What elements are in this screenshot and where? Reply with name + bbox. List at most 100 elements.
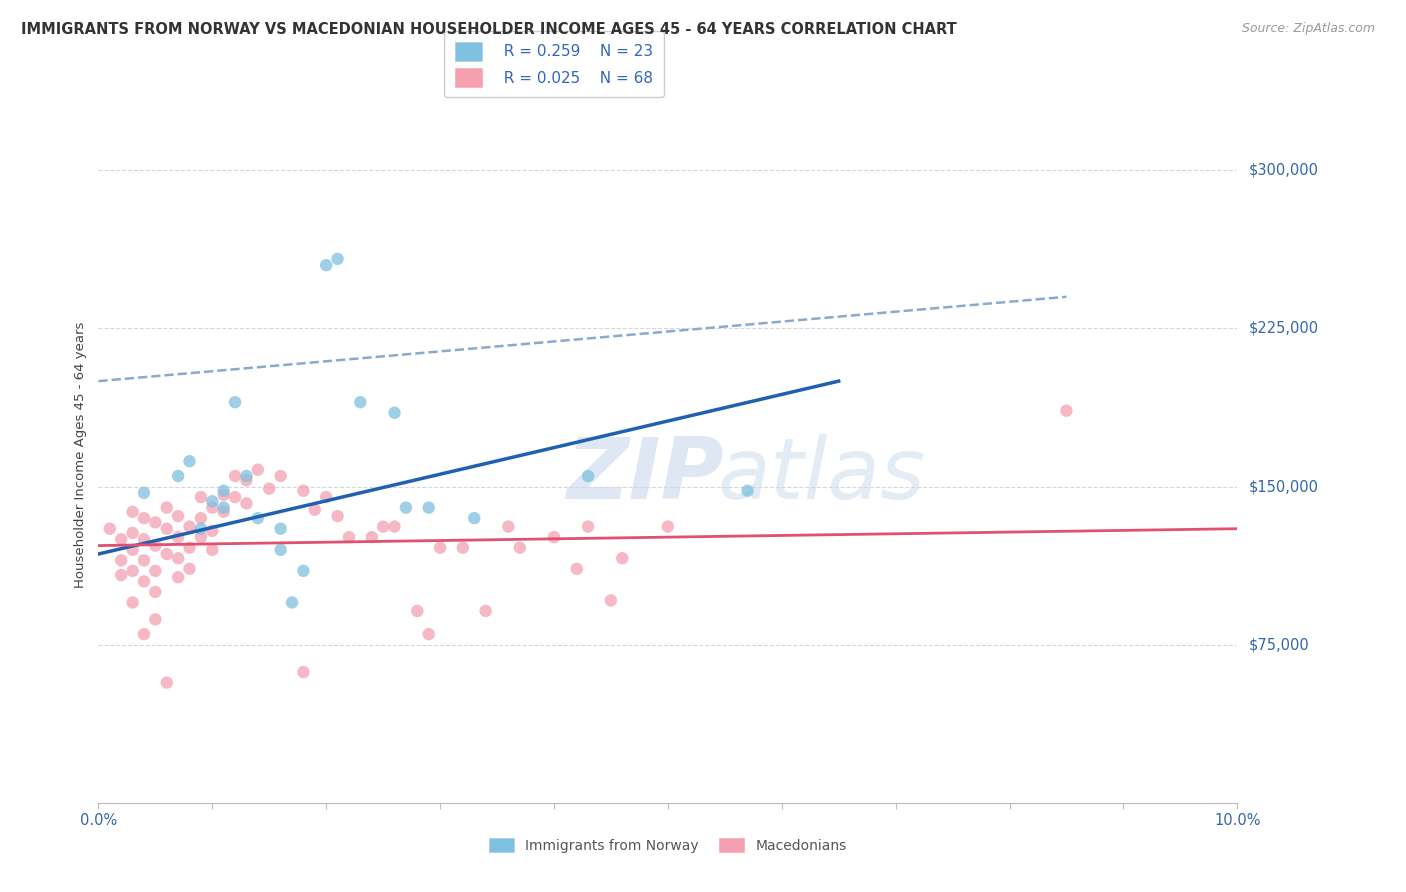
Point: [292, 483, 315, 498]
Y-axis label: Householder Income Ages 45 - 64 years: Householder Income Ages 45 - 64 years: [75, 322, 87, 588]
Point: [349, 395, 371, 409]
Text: $225,000: $225,000: [1249, 321, 1319, 336]
Point: [212, 500, 235, 515]
Point: [132, 574, 155, 589]
Point: [121, 505, 143, 519]
Point: [121, 564, 143, 578]
Point: [145, 585, 167, 599]
Point: [132, 511, 155, 525]
Point: [224, 469, 246, 483]
Point: [224, 490, 246, 504]
Point: [737, 483, 759, 498]
Point: [190, 522, 212, 536]
Point: [212, 488, 235, 502]
Point: [179, 562, 201, 576]
Point: [179, 519, 201, 533]
Point: [156, 675, 179, 690]
Text: IMMIGRANTS FROM NORWAY VS MACEDONIAN HOUSEHOLDER INCOME AGES 45 - 64 YEARS CORRE: IMMIGRANTS FROM NORWAY VS MACEDONIAN HOU…: [21, 22, 957, 37]
Point: [201, 500, 224, 515]
Point: [190, 490, 212, 504]
Point: [612, 551, 634, 566]
Point: [246, 463, 269, 477]
Point: [121, 595, 143, 609]
Point: [292, 665, 315, 679]
Point: [498, 519, 520, 533]
Point: [246, 511, 269, 525]
Point: [543, 530, 565, 544]
Point: [292, 564, 315, 578]
Point: [201, 524, 224, 538]
Point: [145, 516, 167, 530]
Point: [110, 553, 132, 567]
Point: [418, 500, 440, 515]
Point: [98, 522, 121, 536]
Point: [565, 562, 588, 576]
Point: [418, 627, 440, 641]
Point: [576, 469, 599, 483]
Point: [373, 519, 395, 533]
Point: [463, 511, 485, 525]
Point: [167, 469, 190, 483]
Point: [235, 496, 257, 510]
Point: [474, 604, 496, 618]
Point: [235, 473, 257, 487]
Point: [110, 533, 132, 547]
Point: [167, 551, 190, 566]
Point: [384, 406, 406, 420]
Point: [304, 502, 326, 516]
Text: $75,000: $75,000: [1249, 637, 1309, 652]
Point: [167, 570, 190, 584]
Point: [281, 595, 304, 609]
Point: [121, 525, 143, 540]
Point: [406, 604, 429, 618]
Point: [156, 500, 179, 515]
Point: [201, 542, 224, 557]
Point: [315, 258, 337, 272]
Point: [156, 547, 179, 561]
Point: [145, 539, 167, 553]
Point: [132, 627, 155, 641]
Text: $300,000: $300,000: [1249, 163, 1319, 178]
Point: [212, 483, 235, 498]
Point: [270, 522, 292, 536]
Point: [145, 564, 167, 578]
Point: [384, 519, 406, 533]
Point: [190, 511, 212, 525]
Point: [235, 469, 257, 483]
Point: [179, 541, 201, 555]
Point: [270, 542, 292, 557]
Legend: Immigrants from Norway, Macedonians: Immigrants from Norway, Macedonians: [484, 832, 852, 858]
Point: [270, 469, 292, 483]
Point: [212, 505, 235, 519]
Point: [451, 541, 474, 555]
Point: [360, 530, 382, 544]
Point: [145, 612, 167, 626]
Text: Source: ZipAtlas.com: Source: ZipAtlas.com: [1241, 22, 1375, 36]
Point: [190, 530, 212, 544]
Point: [315, 490, 337, 504]
Point: [224, 395, 246, 409]
Point: [179, 454, 201, 468]
Point: [156, 522, 179, 536]
Text: $150,000: $150,000: [1249, 479, 1319, 494]
Point: [167, 530, 190, 544]
Point: [337, 530, 360, 544]
Point: [326, 252, 349, 266]
Point: [132, 553, 155, 567]
Point: [429, 541, 451, 555]
Point: [509, 541, 531, 555]
Text: atlas: atlas: [717, 434, 925, 517]
Point: [1056, 403, 1078, 417]
Point: [576, 519, 599, 533]
Point: [259, 482, 281, 496]
Point: [657, 519, 679, 533]
Point: [167, 509, 190, 524]
Point: [326, 509, 349, 524]
Point: [121, 542, 143, 557]
Point: [132, 486, 155, 500]
Point: [132, 533, 155, 547]
Point: [395, 500, 418, 515]
Point: [600, 593, 623, 607]
Point: [110, 568, 132, 582]
Text: ZIP: ZIP: [567, 434, 724, 517]
